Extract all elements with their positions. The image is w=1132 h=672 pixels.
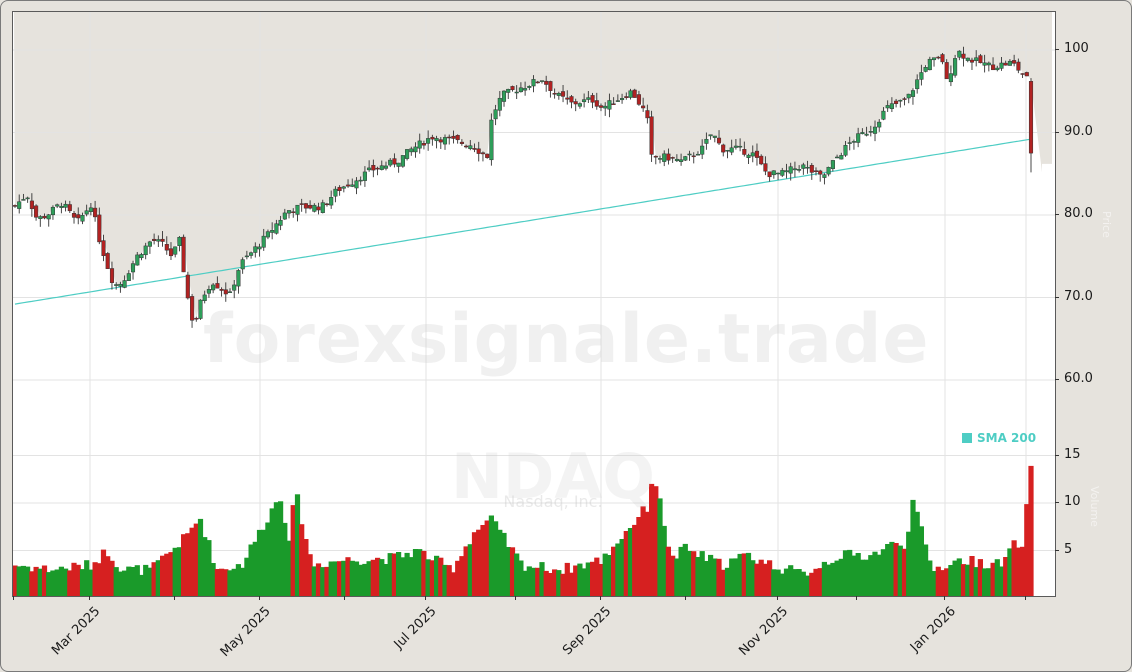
tick-mark [1055, 296, 1059, 298]
candlestick-chart [13, 12, 1055, 596]
site-watermark: forexsignale.trade [203, 300, 930, 379]
volume-axis-label: Volume [1088, 486, 1101, 527]
price-axis-label: Price [1100, 211, 1113, 238]
date-tick-label: Jul 2025 [391, 604, 440, 653]
volume-tick-label: 15 [1064, 446, 1081, 462]
tick-mark [259, 596, 260, 600]
tick-mark [1055, 379, 1059, 380]
tick-mark [425, 596, 426, 600]
tick-mark [1055, 49, 1059, 50]
tick-mark [600, 596, 601, 600]
tick-mark [1055, 549, 1059, 551]
volume-tick-label: 10 [1064, 494, 1081, 509]
plot-area: forexsignale.trade NDAQ Nasdaq, Inc. [12, 11, 1056, 597]
tick-mark [13, 596, 14, 600]
date-tick-label: Sep 2025 [560, 604, 615, 659]
ticker-watermark: NDAQ [450, 440, 656, 513]
tick-mark [1055, 502, 1059, 503]
tick-mark [685, 596, 686, 600]
date-tick-label: Jan 2026 [907, 604, 959, 656]
price-tick-label: 70.0 [1064, 288, 1093, 304]
tick-mark [777, 596, 778, 600]
legend-swatch-icon [962, 433, 972, 443]
volume-tick-label: 5 [1064, 541, 1073, 557]
tick-mark [1055, 454, 1059, 456]
price-tick-label: 60.0 [1064, 371, 1093, 386]
tick-mark [856, 596, 857, 600]
tick-mark [344, 596, 345, 600]
tick-mark [944, 596, 945, 600]
tick-mark [1025, 596, 1026, 600]
date-tick-label: May 2025 [217, 604, 274, 660]
legend-sma-200: SMA 200 [962, 431, 1036, 445]
tick-mark [1055, 131, 1059, 133]
tick-mark [1055, 214, 1059, 215]
date-tick-label: Nov 2025 [736, 604, 792, 659]
company-watermark: Nasdaq, Inc. [503, 492, 603, 511]
price-tick-label: 90.0 [1064, 123, 1093, 139]
price-tick-label: 100 [1064, 41, 1089, 56]
tick-mark [89, 596, 90, 600]
price-tick-label: 80.0 [1064, 206, 1093, 221]
tick-mark [174, 596, 175, 600]
tick-mark [515, 596, 516, 600]
date-tick-label: Mar 2025 [49, 604, 104, 659]
